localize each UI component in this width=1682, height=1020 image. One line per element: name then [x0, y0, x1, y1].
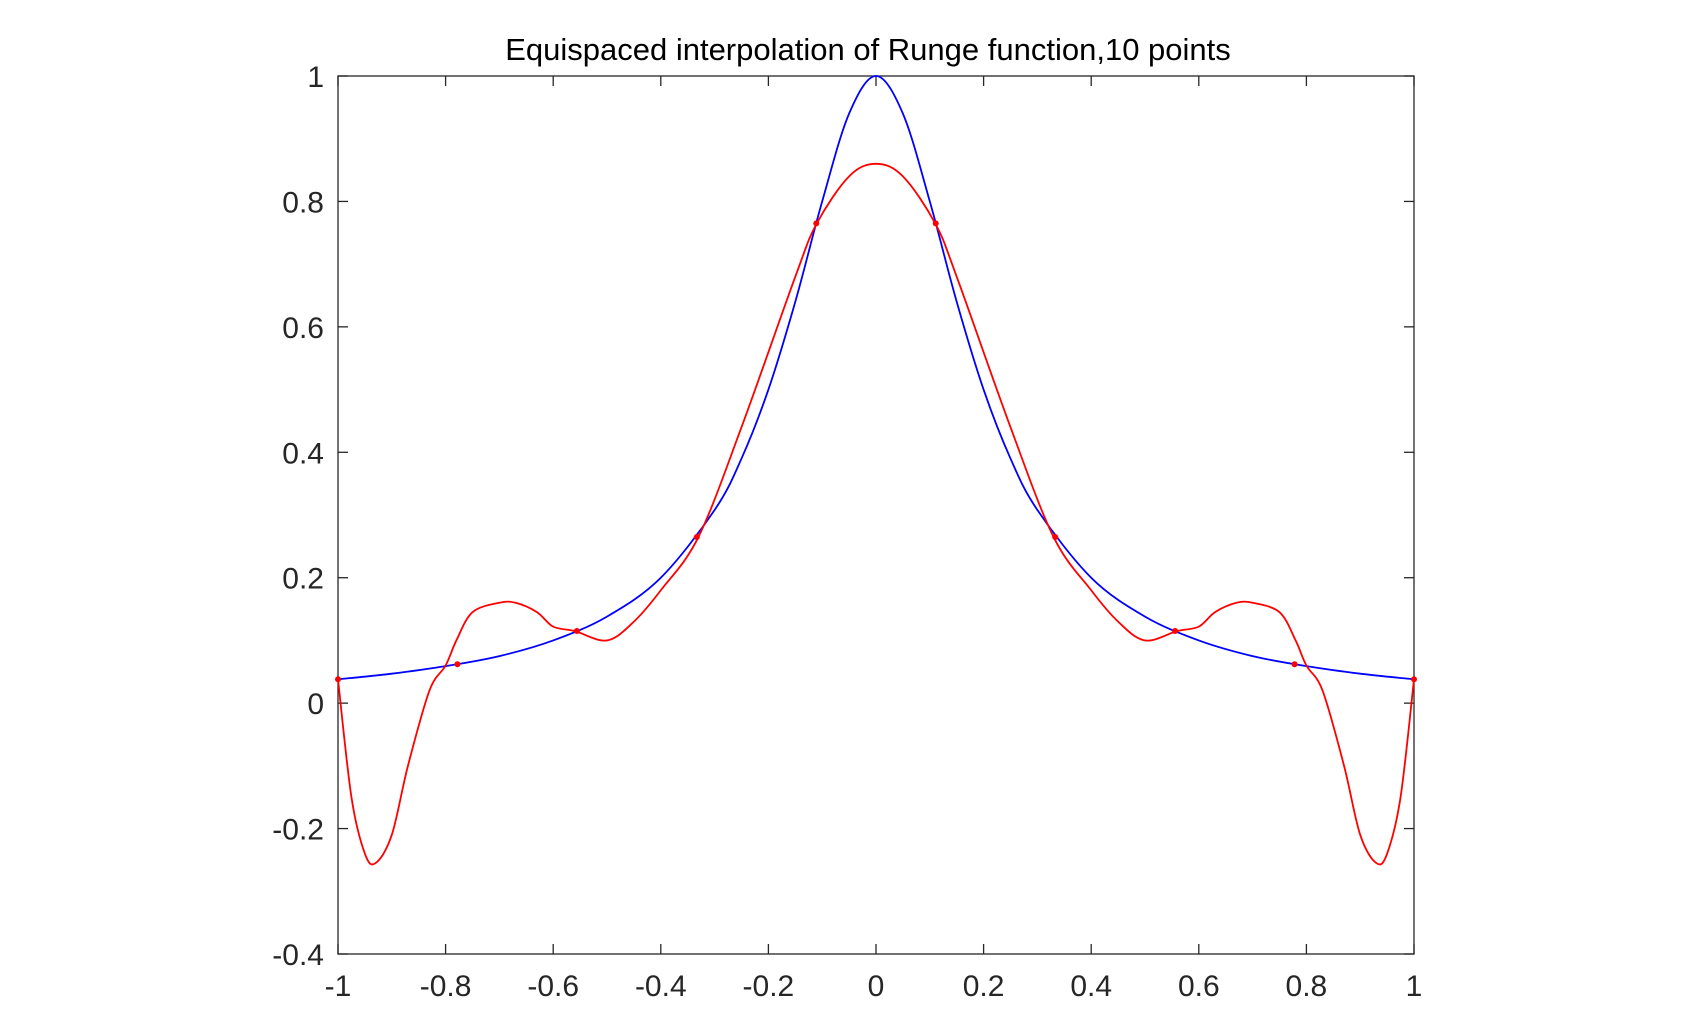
- y-tick-label: -0.2: [272, 814, 324, 847]
- y-tick-label: -0.4: [272, 939, 324, 972]
- x-axis: -1 -0.8 -0.6 -0.4 -0.2 0 0.2 0.4 0.6 0.8 1: [325, 76, 1423, 1003]
- y-tick-label: 0.4: [282, 437, 324, 470]
- chart-title: Equispaced interpolation of Runge functi…: [505, 32, 1231, 67]
- y-axis: -0.4 -0.2 0 0.2 0.4 0.6 0.8 1: [272, 61, 1414, 972]
- interpolation-node-marker: [1172, 628, 1179, 635]
- interpolation-node-marker: [573, 628, 580, 635]
- interpolation-node-marker: [1291, 661, 1298, 668]
- y-tick-label: 1: [307, 61, 324, 94]
- x-tick-label: 1: [1406, 970, 1423, 1003]
- interpolation-node-marker: [1411, 676, 1417, 683]
- x-tick-label: -1: [325, 970, 352, 1003]
- x-tick-label: -0.8: [420, 970, 472, 1003]
- x-tick-label: 0.4: [1070, 970, 1112, 1003]
- runge-function-line: [337, 75, 1415, 681]
- y-tick-label: 0.8: [282, 186, 324, 219]
- y-tick-label: 0.6: [282, 312, 324, 345]
- y-tick-label: 0: [307, 688, 324, 721]
- x-tick-label: -0.4: [635, 970, 687, 1003]
- interpolation-node-marker: [693, 533, 700, 540]
- x-tick-label: 0.8: [1286, 970, 1328, 1003]
- x-tick-label: 0.2: [963, 970, 1005, 1003]
- x-tick-label: 0.6: [1178, 970, 1220, 1003]
- series-layer: [337, 75, 1415, 866]
- marker-layer: [335, 220, 1417, 683]
- x-tick-label: -0.2: [743, 970, 795, 1003]
- x-tick-label: 0: [868, 970, 885, 1003]
- interpolant-line: [337, 162, 1415, 866]
- interpolation-node-marker: [454, 661, 461, 668]
- y-tick-label: 0.2: [282, 563, 324, 596]
- interpolation-node-marker: [335, 676, 341, 683]
- x-tick-label: -0.6: [527, 970, 579, 1003]
- plot-area: [337, 75, 1415, 955]
- interpolation-node-marker: [932, 220, 939, 227]
- axes-box: [337, 75, 1415, 955]
- interpolation-node-marker: [1052, 533, 1059, 540]
- interpolation-node-marker: [813, 220, 820, 227]
